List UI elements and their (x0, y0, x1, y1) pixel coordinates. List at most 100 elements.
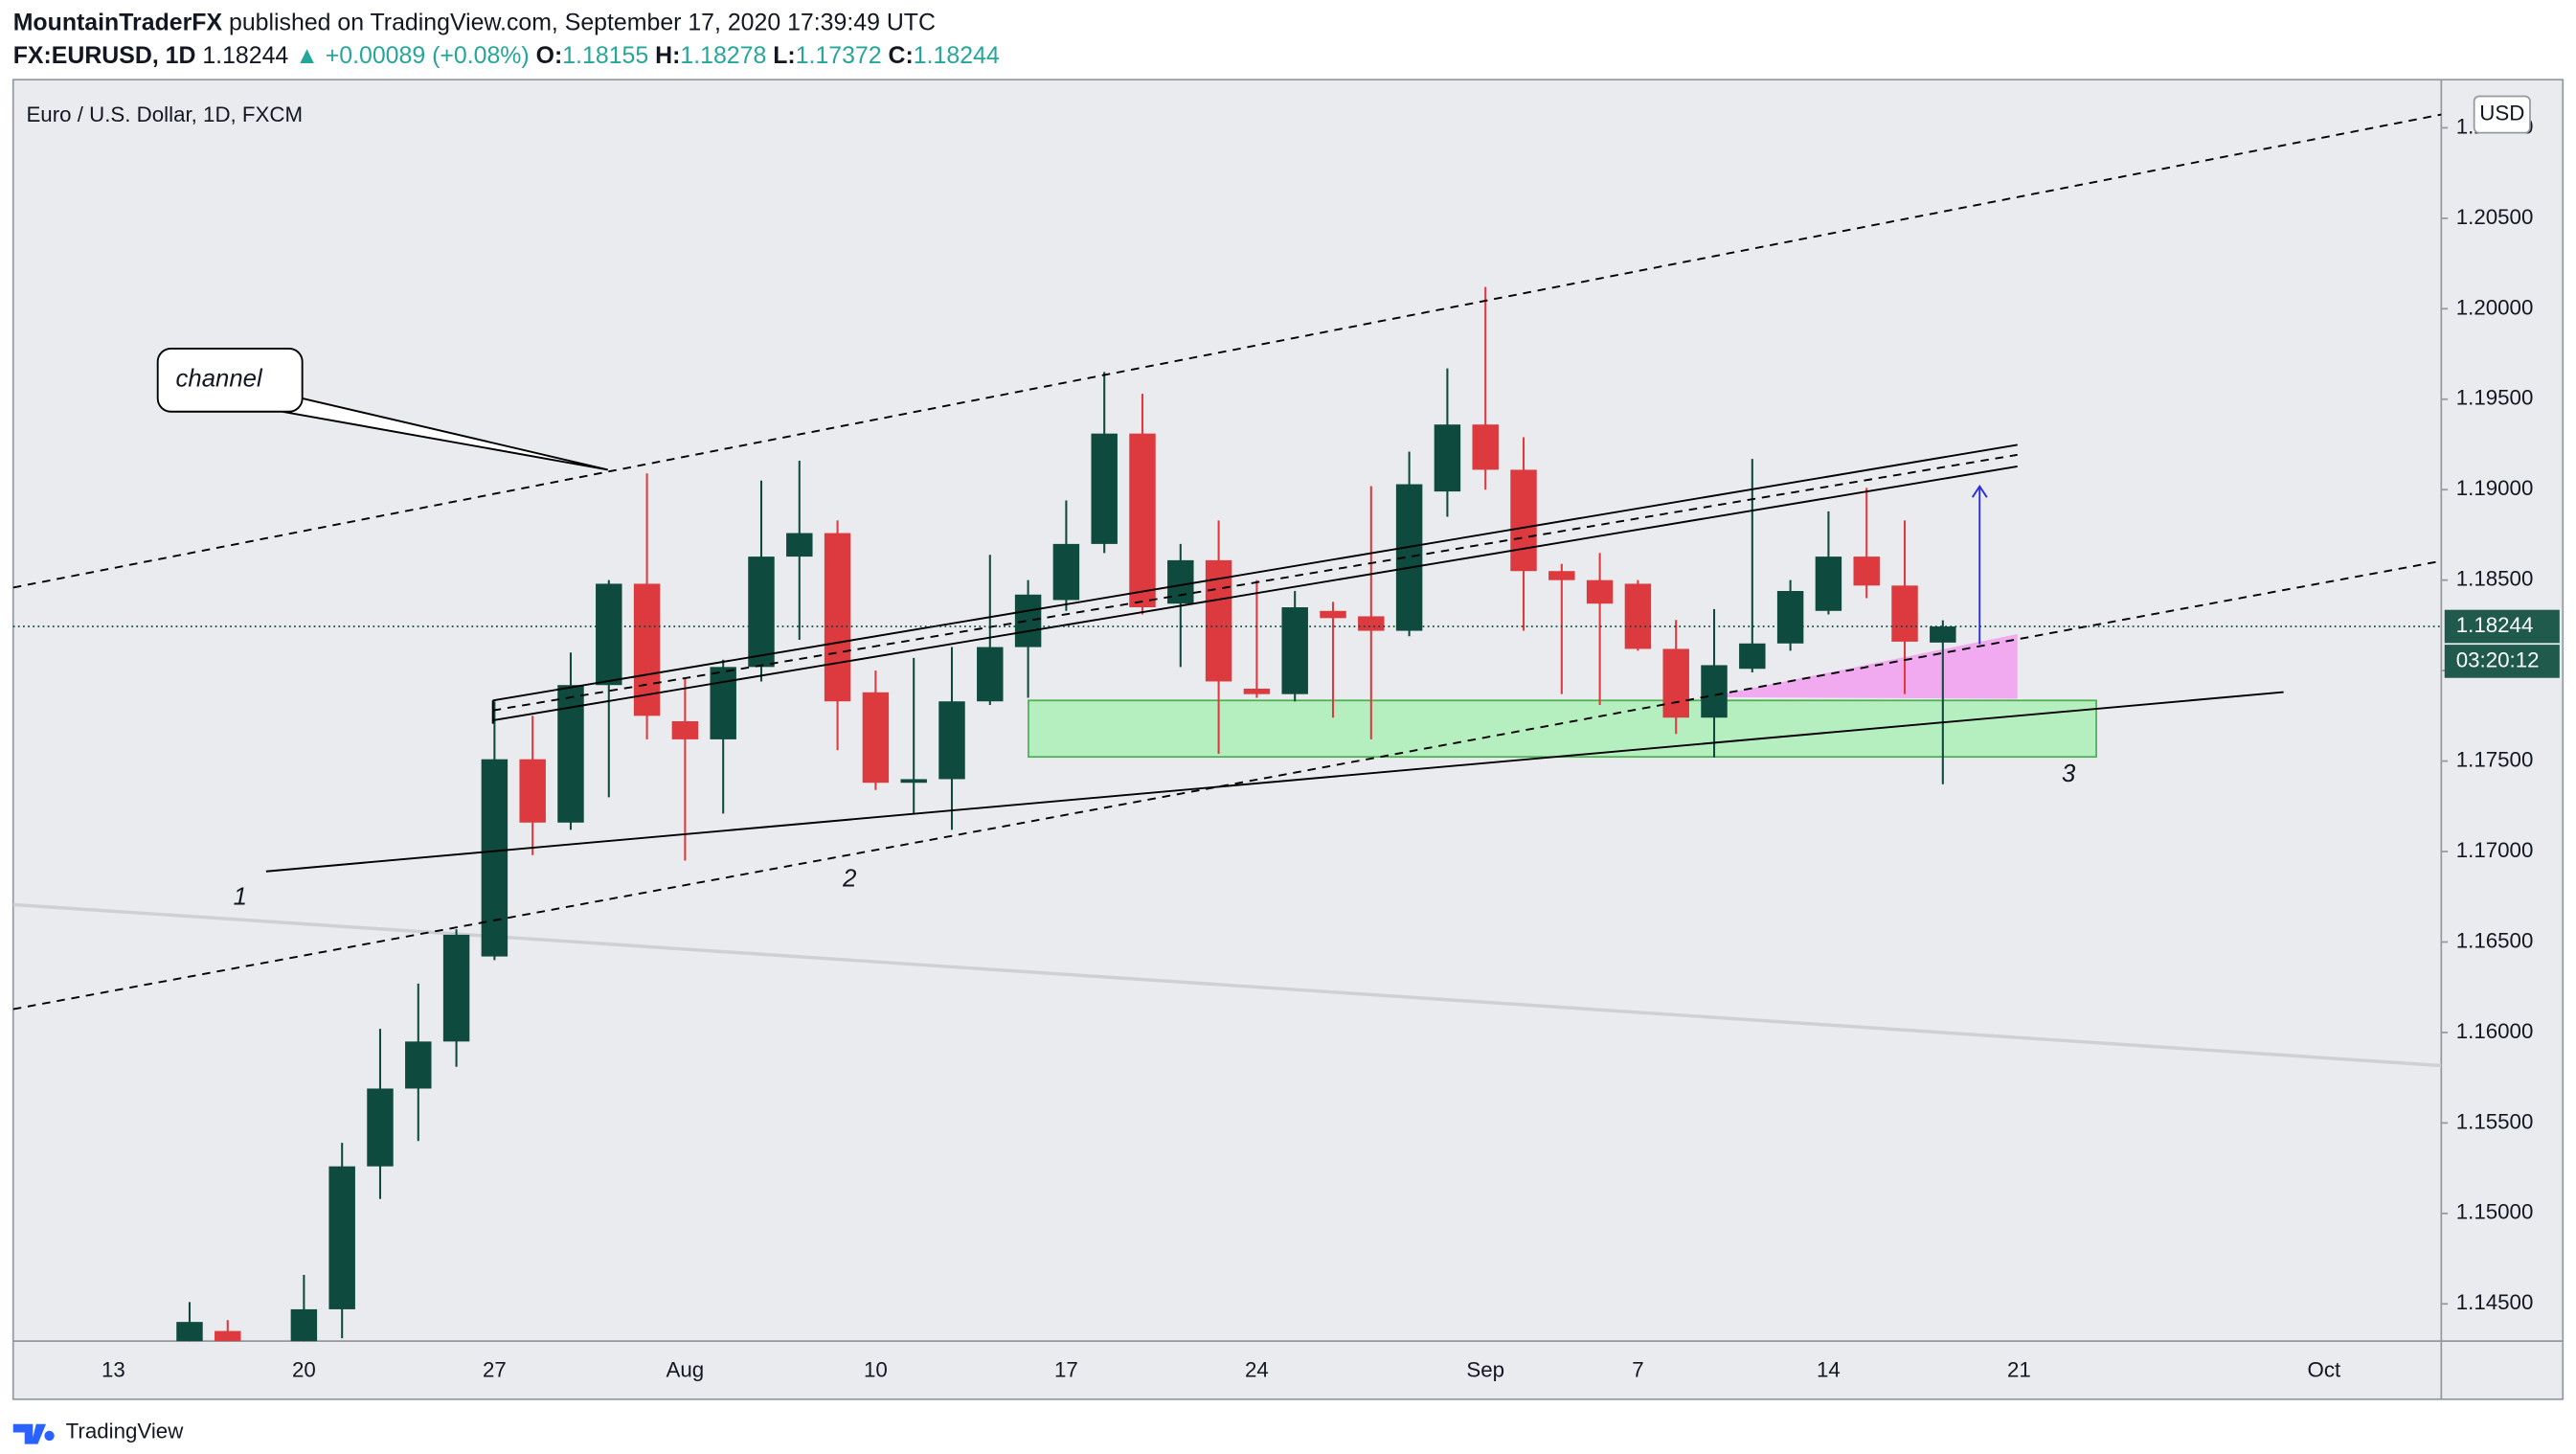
ohlc-value: 1.17372 (796, 41, 882, 68)
x-tick-label: 20 (292, 1357, 316, 1381)
channel-lines (12, 113, 2442, 1011)
countdown: 03:20:12 (2456, 647, 2540, 671)
callout-box (156, 347, 304, 413)
callout-text: channel (176, 366, 263, 393)
y-tick-label: 1.19000 (2456, 476, 2534, 500)
candle-body (1358, 616, 1385, 631)
candle-body (938, 701, 965, 780)
brand: TradingView (66, 1419, 184, 1443)
candle-body (1739, 643, 1766, 670)
ohlc-value: 1.18278 (680, 41, 766, 68)
candle-body (1129, 433, 1156, 608)
x-tick-label: 21 (2007, 1357, 2031, 1381)
y-tick-label: 1.16000 (2456, 1019, 2534, 1043)
candle-body (405, 1041, 432, 1089)
y-tick-label: 1.15500 (2456, 1109, 2534, 1133)
candle-body (1510, 469, 1537, 572)
ohlc-label: L: (773, 41, 795, 68)
candle-body (176, 1322, 203, 1342)
upper-channel (12, 113, 2442, 589)
header-line-2: FX:EURUSD, 1D 1.18244 ▲ +0.00089 (+0.08%… (13, 41, 1000, 68)
candle-body (1776, 590, 1804, 644)
y-tick-label: 1.17500 (2456, 747, 2534, 771)
candle-body (328, 1166, 355, 1309)
y-tick-label: 1.20000 (2456, 295, 2534, 319)
x-tick-label: Aug (667, 1357, 705, 1381)
last-price-box (2444, 609, 2560, 644)
candle-body (900, 779, 927, 784)
change: +0.00089 (+0.08%) (326, 41, 530, 68)
chart-title: Euro / U.S. Dollar, 1D, FXCM (26, 102, 303, 126)
support-zone (1028, 699, 2097, 759)
countdown-box (2444, 645, 2560, 678)
candle-body (748, 557, 775, 668)
x-tick-label: 17 (1054, 1357, 1078, 1381)
candle-body (1243, 689, 1271, 694)
candle-body (671, 721, 699, 739)
candle-body (367, 1088, 394, 1167)
logo (12, 1423, 55, 1444)
last-price-label: 1.18244 (2456, 613, 2534, 637)
drawings (12, 633, 2442, 1068)
x-tick-label: Sep (1466, 1357, 1504, 1381)
candle-body (1586, 579, 1614, 604)
candle-body (1930, 626, 1956, 643)
trendline-1 (265, 691, 2284, 873)
x-tick-label: 24 (1245, 1357, 1269, 1381)
callout-pointer (282, 397, 608, 471)
candle-body (1014, 594, 1042, 647)
published: published on TradingView.com, September … (229, 9, 936, 35)
author: MountainTraderFX (13, 9, 223, 35)
candle-body (786, 533, 813, 557)
candle-body (1281, 607, 1308, 694)
wave-label: 1 (234, 883, 247, 910)
candle-body (1434, 424, 1461, 492)
header-line-1: MountainTraderFX published on TradingVie… (13, 9, 936, 35)
y-tick-label: 1.20500 (2456, 205, 2534, 229)
x-tick-label: 10 (864, 1357, 888, 1381)
candle-body (596, 583, 622, 686)
candle-body (1052, 543, 1080, 601)
ohlc-label: O: (536, 41, 563, 68)
x-tick-label: 13 (102, 1357, 125, 1381)
candle-body (290, 1308, 318, 1342)
wave-label: 3 (2062, 761, 2076, 787)
candle-body (710, 667, 736, 739)
y-tick-label: 1.19500 (2456, 386, 2534, 410)
candle-body (1815, 557, 1842, 611)
candles (176, 286, 1956, 1342)
footer: TradingView (12, 1419, 184, 1444)
candle-body (1853, 557, 1880, 586)
candle-body (1624, 583, 1652, 649)
candle-body (215, 1330, 241, 1342)
wave-label: 2 (842, 865, 856, 892)
currency-box (2473, 95, 2531, 134)
arrow: ▲ (295, 41, 319, 68)
ohlc-value: 1.18244 (914, 41, 1000, 68)
channel-mid (492, 453, 2018, 712)
y-tick-label: 1.16500 (2456, 928, 2534, 952)
candle-body (824, 533, 851, 702)
x-tick-label: Oct (2307, 1357, 2340, 1381)
currency: USD (2479, 101, 2524, 125)
channel-bottom (492, 465, 2018, 722)
ohlc-label: H: (655, 41, 680, 68)
x-tick-label: 7 (1632, 1357, 1643, 1381)
pink-zone (1708, 633, 2018, 699)
candle-body (862, 692, 890, 784)
y-tick-label: 1.14500 (2456, 1290, 2534, 1314)
candle-body (1701, 665, 1728, 718)
candle-body (519, 759, 546, 823)
candle-body (1662, 648, 1689, 718)
candle-body (1891, 585, 1918, 642)
ohlc-label: C: (889, 41, 914, 68)
candle-body (1320, 610, 1346, 619)
candle-body (1472, 424, 1499, 470)
y-tick-label: 1.17000 (2456, 838, 2534, 862)
y-tick-label: 1.18500 (2456, 567, 2534, 591)
x-tick-label: 27 (483, 1357, 507, 1381)
axes: 1.14500 1.15000 1.15500 1.16000 1.16500 1.170… (12, 95, 2560, 1381)
ohlc-value: 1.18155 (562, 41, 648, 68)
